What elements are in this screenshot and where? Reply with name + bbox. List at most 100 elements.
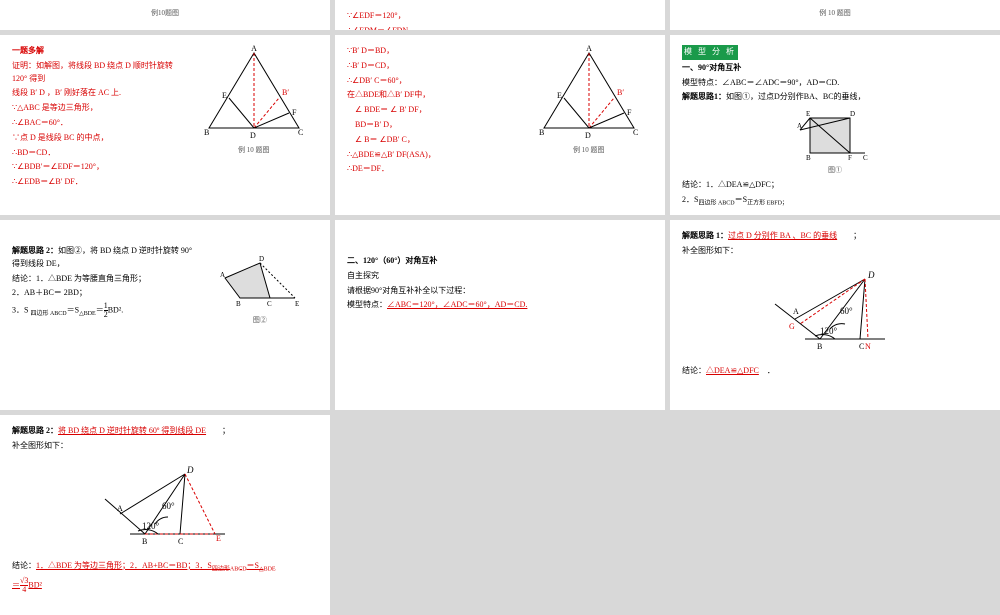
- svg-text:A: A: [117, 504, 123, 513]
- empty-cell: [670, 415, 1000, 615]
- text-line: ∵△ABC 是等边三角形，: [12, 102, 180, 115]
- svg-text:D: D: [250, 131, 256, 140]
- text-line: ∴DE＝DF．: [347, 163, 515, 176]
- svg-text:D: D: [867, 270, 875, 280]
- figure-block: A B C D G N 60° 120°: [682, 264, 988, 359]
- text-line: 自主探究: [347, 270, 653, 283]
- svg-text:B: B: [817, 342, 822, 351]
- text-line: ∵∠EDF＝120°，: [347, 10, 653, 23]
- figure-block: A B C D E F B′ 例 10 题图: [524, 43, 653, 155]
- text-block: 解题思路 2：如图②，将 BD 绕点 D 逆时针旋转 90°得到线段 DE， 结…: [12, 228, 196, 322]
- svg-text:C: C: [267, 300, 272, 308]
- text-line: ∠ B＝ ∠DB′ C，: [347, 134, 515, 147]
- svg-text:B: B: [539, 128, 544, 137]
- text-line: 请根据90°对角互补补全以下过程：: [347, 285, 653, 298]
- text-line: 补全图形如下：: [12, 440, 318, 453]
- cell-solution-1: 一题多解 证明：如解图，将线段 BD 绕点 D 顺时针旋转 120° 得到 线段…: [0, 35, 330, 215]
- svg-text:A: A: [251, 44, 257, 53]
- svg-text:A: A: [220, 271, 225, 279]
- text-line: ∵∠BDB′＝∠EDF＝120°，: [12, 161, 180, 174]
- rotate-diagram-icon: A B C D E: [215, 253, 305, 313]
- cell-120-supplement: 二、120°（60°）对角互补 自主探究 请根据90°对角互补补全以下过程： 模…: [335, 220, 665, 410]
- heading: 一、90°对角互补: [682, 62, 988, 75]
- svg-text:C: C: [298, 128, 303, 137]
- svg-text:B: B: [142, 537, 147, 546]
- text-line: 结论：1．△BDE 为等腰直角三角形；: [12, 273, 196, 286]
- heading: 二、120°（60°）对角互补: [347, 255, 653, 268]
- text-line: 3．S 四边形 ABCD＝S△BDE＝12BD².: [12, 302, 196, 320]
- page-grid: 例10题图 ∵∠EDF＝120°， ∴∠EDM＝∠FDN， 例 10 题图 一题…: [0, 0, 1000, 615]
- svg-text:E: E: [216, 534, 221, 543]
- svg-text:F: F: [292, 108, 297, 117]
- rotate60-diagram-icon: A B C D E 60° 120°: [90, 459, 240, 554]
- text-line: ∴B′ D＝CD，: [347, 60, 515, 73]
- cell-solution-2: ∵B′ D＝BD， ∴B′ D＝CD， ∴∠DB′ C＝60°， 在△BDE和△…: [335, 35, 665, 215]
- top-cell-2: ∵∠EDF＝120°， ∴∠EDM＝∠FDN，: [335, 0, 665, 30]
- text-line: 补全图形如下：: [682, 245, 988, 258]
- svg-text:G: G: [789, 322, 795, 331]
- svg-text:D: D: [259, 255, 264, 263]
- fig-caption: 图②: [202, 315, 318, 325]
- svg-text:F: F: [848, 154, 852, 162]
- svg-text:D: D: [850, 110, 855, 118]
- text-line: 模型特点：∠ABC＝∠ADC＝90°，AD＝CD.: [682, 77, 988, 90]
- figure-block: A B C D E F 图①: [682, 108, 988, 175]
- text-line: 2．S四边形 ABCD＝S正方形 EBFD；: [682, 194, 988, 209]
- square-diagram-icon: A B C D E F: [795, 108, 875, 163]
- svg-text:N: N: [865, 342, 871, 351]
- svg-text:120°: 120°: [820, 326, 838, 336]
- cell-thought-2: 解题思路 2：如图②，将 BD 绕点 D 逆时针旋转 90°得到线段 DE， 结…: [0, 220, 330, 410]
- fig-caption: 例 10 题图: [189, 145, 318, 155]
- svg-text:B: B: [806, 154, 811, 162]
- text-line: ∵B′ D＝BD，: [347, 45, 515, 58]
- svg-text:B′: B′: [282, 88, 289, 97]
- text-line: 结论：1．△DEA≌△DFC；: [682, 179, 988, 192]
- figure-block: A B C D E F B′ 例 10 题图: [189, 43, 318, 155]
- svg-text:D: D: [186, 465, 194, 475]
- figure-block: A B C D E 60° 120°: [12, 459, 318, 554]
- triangle-diagram-icon: A B C D E F B′: [194, 43, 314, 143]
- fig-caption: 例 10 题图: [682, 8, 988, 18]
- text-line: ∴BD＝CD．: [12, 147, 180, 160]
- svg-text:60°: 60°: [840, 306, 853, 316]
- svg-text:E: E: [222, 91, 227, 100]
- svg-text:B: B: [204, 128, 209, 137]
- text-block: 一题多解 证明：如解图，将线段 BD 绕点 D 顺时针旋转 120° 得到 线段…: [12, 43, 180, 191]
- svg-text:F: F: [627, 108, 632, 117]
- figure-block: A B C D E 图②: [202, 253, 318, 325]
- text-line: 解题思路1：如图①，过点D分别作BA、BC的垂线，: [682, 91, 988, 104]
- text-line: ∠ BDE＝ ∠ B′ DF，: [347, 104, 515, 117]
- top-cell-3: 例 10 题图: [670, 0, 1000, 30]
- fig-caption: 图①: [682, 165, 988, 175]
- svg-text:A: A: [797, 122, 802, 130]
- svg-text:B: B: [236, 300, 241, 308]
- svg-text:D: D: [585, 131, 591, 140]
- fig-caption: 例 10 题图: [524, 145, 653, 155]
- text-line: ∴△BDE≌△B′ DF(ASA)，: [347, 149, 515, 162]
- svg-text:B′: B′: [617, 88, 624, 97]
- text-line: ∴∠BAC＝60°．: [12, 117, 180, 130]
- text-line: BD＝B′ D，: [347, 119, 515, 132]
- top-cell-1: 例10题图: [0, 0, 330, 30]
- text-line: ∴∠EDM＝∠FDN，: [347, 25, 653, 30]
- text-line: ∵点 D 是线段 BC 的中点，: [12, 132, 180, 145]
- text-line: 解题思路 2：将 BD 绕点 D 逆时针旋转 60º 得到线段 DE ；: [12, 425, 318, 438]
- text-line: 在△BDE和△B′ DF中，: [347, 89, 515, 102]
- perpendicular-diagram-icon: A B C D G N 60° 120°: [765, 264, 905, 359]
- badge-row: 模 型 分 析: [682, 45, 988, 60]
- svg-text:E: E: [295, 300, 299, 308]
- empty-cell: [335, 415, 665, 615]
- svg-text:C: C: [633, 128, 638, 137]
- svg-text:E: E: [806, 110, 810, 118]
- text-line: 解题思路 1：过点 D 分别作 BA 、BC 的垂线 ；: [682, 230, 988, 243]
- svg-text:A: A: [793, 307, 799, 316]
- svg-text:E: E: [557, 91, 562, 100]
- text-line: 结论：△DEA≌△DFC ．: [682, 365, 988, 378]
- text-line: ＝√34BD²: [12, 577, 318, 594]
- text-line: 线段 B′ D ，B′ 刚好落在 AC 上.: [12, 87, 180, 100]
- triangle-diagram-icon: A B C D E F B′: [529, 43, 649, 143]
- fig-caption: 例10题图: [12, 8, 318, 18]
- svg-text:120°: 120°: [142, 521, 160, 531]
- text-line: 解题思路 2：如图②，将 BD 绕点 D 逆时针旋转 90°得到线段 DE，: [12, 245, 196, 271]
- cell-model-analysis: 模 型 分 析 一、90°对角互补 模型特点：∠ABC＝∠ADC＝90°，AD＝…: [670, 35, 1000, 215]
